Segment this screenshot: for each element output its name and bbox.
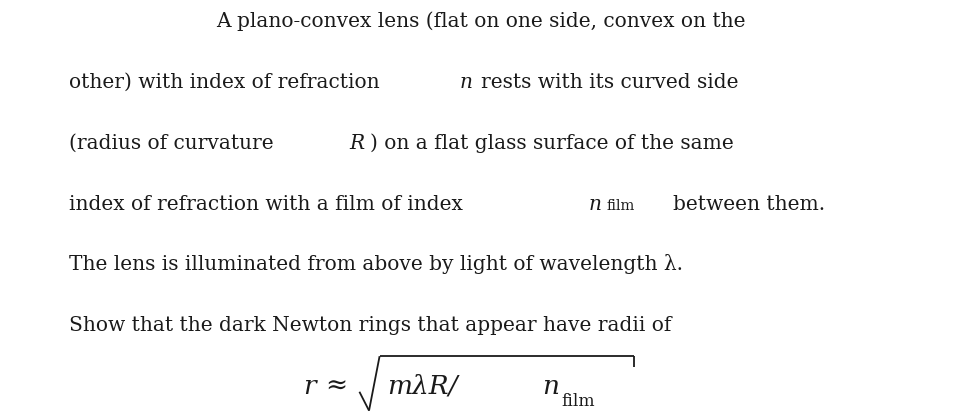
Text: r: r xyxy=(303,374,315,399)
Text: Show that the dark Newton rings that appear have radii of: Show that the dark Newton rings that app… xyxy=(69,316,672,335)
Text: rests with its curved side: rests with its curved side xyxy=(480,73,738,92)
Text: between them.: between them. xyxy=(673,194,825,214)
Text: n: n xyxy=(459,73,473,92)
Text: (radius of curvature: (radius of curvature xyxy=(69,134,274,153)
Text: ≈: ≈ xyxy=(325,374,347,399)
Text: R: R xyxy=(350,134,364,153)
Text: n: n xyxy=(588,194,602,214)
Text: film: film xyxy=(561,393,595,411)
Text: index of refraction with a film of index: index of refraction with a film of index xyxy=(69,194,463,214)
Text: A plano-convex lens (flat on one side, convex on the: A plano-convex lens (flat on one side, c… xyxy=(216,12,745,31)
Text: mλR/: mλR/ xyxy=(387,374,457,399)
Text: The lens is illuminated from above by light of wavelength λ.: The lens is illuminated from above by li… xyxy=(69,254,683,274)
Text: other) with index of refraction: other) with index of refraction xyxy=(69,73,380,92)
Text: film: film xyxy=(606,199,635,212)
Text: n: n xyxy=(542,374,559,399)
Text: ) on a flat glass surface of the same: ) on a flat glass surface of the same xyxy=(371,133,734,153)
